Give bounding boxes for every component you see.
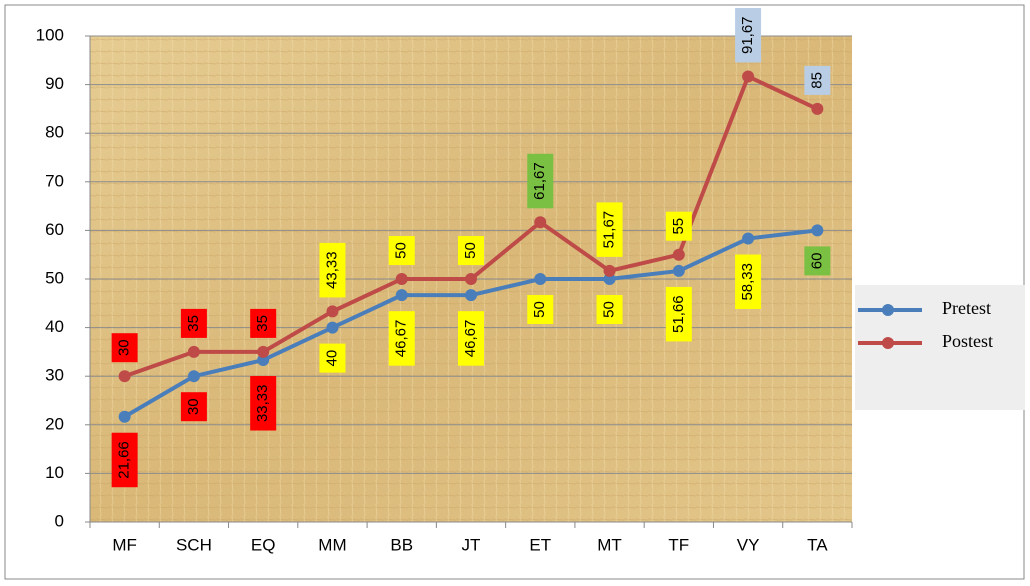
data-label: 55	[670, 218, 687, 235]
point	[326, 321, 339, 334]
point	[811, 102, 824, 115]
y-tick-label: 100	[36, 25, 64, 44]
data-label-box	[527, 295, 554, 324]
y-tick-label: 70	[45, 171, 64, 190]
data-label-box	[250, 308, 277, 338]
data-label: 35	[254, 315, 271, 332]
data-label-box	[111, 333, 138, 363]
y-tick-label: 90	[45, 74, 64, 93]
y-tick-label: 0	[55, 511, 64, 530]
data-label-box	[458, 311, 484, 366]
point	[187, 345, 200, 358]
point	[603, 264, 616, 277]
data-label-box	[596, 202, 623, 257]
data-label-box	[388, 311, 415, 366]
data-label: 58,33	[739, 263, 756, 301]
legend-label: Pretest	[942, 298, 991, 318]
data-label-box	[319, 343, 346, 373]
point	[465, 289, 477, 302]
data-label-box	[735, 7, 762, 63]
x-tick-label: JT	[462, 535, 481, 554]
data-label: 21,66	[116, 441, 133, 479]
y-tick-label: 50	[45, 268, 64, 287]
x-tick-label: VY	[737, 535, 760, 554]
y-tick-label: 80	[45, 123, 64, 142]
y-tick-label: 60	[45, 220, 64, 239]
legend-marker	[882, 304, 894, 316]
x-tick-label: MF	[112, 535, 137, 554]
data-label: 50	[531, 301, 548, 318]
x-tick-label: MT	[597, 535, 622, 554]
data-label: 91,67	[739, 16, 756, 54]
data-label: 46,67	[393, 320, 410, 358]
point	[534, 216, 547, 229]
data-label: 46,67	[462, 320, 479, 358]
x-tick-label: TA	[807, 535, 828, 554]
data-label: 85	[808, 72, 825, 89]
legend-marker	[882, 337, 894, 349]
data-label-box	[250, 376, 277, 431]
data-label: 30	[116, 339, 133, 356]
point	[395, 273, 408, 285]
point	[118, 410, 131, 423]
data-label-box	[804, 246, 831, 276]
legend-label: Postest	[942, 331, 993, 351]
data-label: 50	[601, 301, 618, 318]
data-label-box	[527, 153, 554, 209]
point	[118, 370, 131, 383]
data-label: 35	[185, 315, 202, 332]
data-label-box	[319, 242, 346, 298]
point	[672, 264, 685, 277]
data-label: 51,67	[601, 211, 618, 249]
data-label: 30	[185, 398, 202, 415]
data-label: 40	[323, 350, 340, 367]
data-label-box	[665, 286, 692, 342]
point	[811, 224, 824, 237]
data-label-box	[804, 65, 831, 95]
y-tick-label: 20	[45, 414, 64, 433]
point	[672, 248, 685, 261]
data-label: 50	[393, 242, 410, 259]
x-tick-label: ET	[529, 535, 551, 554]
data-label-box	[458, 236, 484, 265]
data-label-box	[180, 392, 207, 422]
legend-box	[855, 285, 1025, 410]
data-label-box	[388, 236, 415, 265]
x-tick-label: BB	[390, 535, 413, 554]
y-tick-label: 10	[45, 463, 64, 482]
x-tick-label: EQ	[251, 535, 276, 554]
point	[257, 345, 270, 358]
data-label-box	[596, 295, 623, 324]
y-tick-label: 30	[45, 366, 64, 385]
point	[534, 273, 547, 285]
point	[742, 232, 755, 245]
data-label-box	[111, 432, 138, 488]
point	[187, 370, 200, 383]
point	[465, 273, 477, 285]
data-label: 33,33	[254, 384, 271, 422]
data-label-box	[665, 211, 692, 241]
point	[395, 289, 408, 302]
data-label-box	[180, 308, 207, 338]
point	[742, 70, 755, 83]
x-tick-label: MM	[318, 535, 346, 554]
x-tick-label: TF	[668, 535, 689, 554]
data-label: 43,33	[323, 251, 340, 289]
x-tick-label: SCH	[176, 535, 212, 554]
data-label-box	[735, 254, 762, 310]
y-tick-label: 40	[45, 317, 64, 336]
data-label: 60	[808, 253, 825, 270]
point	[326, 305, 339, 318]
data-label: 50	[462, 242, 479, 259]
data-label: 51,66	[670, 295, 687, 333]
data-label: 61,67	[531, 162, 548, 200]
